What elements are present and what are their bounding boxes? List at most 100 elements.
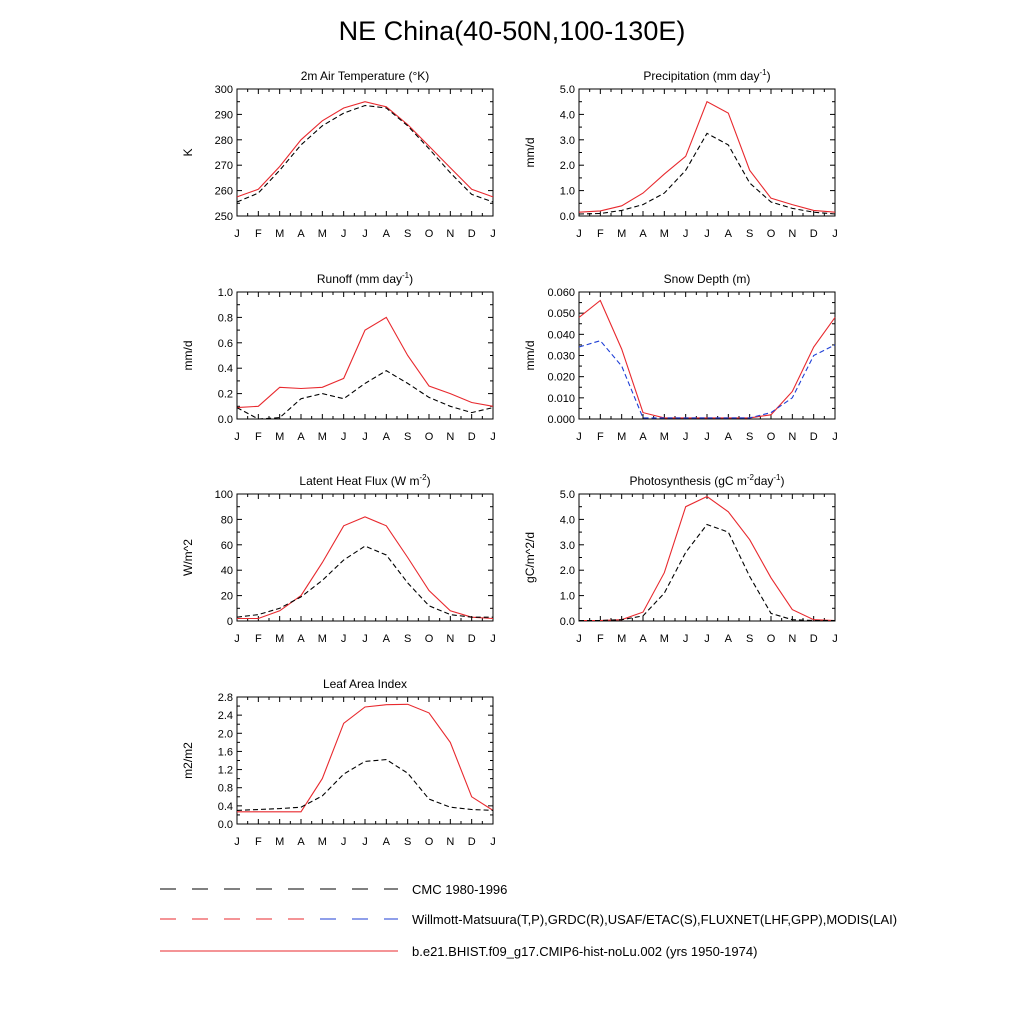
x-tick-label: M: [275, 836, 284, 848]
plot-frame: [236, 696, 494, 825]
y-tick-label: 0.0: [560, 616, 575, 628]
x-tick-label: D: [468, 228, 476, 240]
series-line-obs1: [578, 132, 836, 215]
x-tick-label: M: [617, 431, 626, 443]
x-tick-label: N: [446, 228, 454, 240]
x-tick-label: O: [767, 633, 776, 645]
y-axis-label: mm/d: [523, 138, 537, 168]
y-tick-label: 0.040: [547, 329, 575, 341]
plot-frame: [578, 88, 836, 217]
y-tick-label: 0.010: [547, 393, 575, 405]
y-tick-label: 1.0: [560, 591, 575, 603]
y-tick-label: 1.2: [218, 765, 233, 777]
chart-title: Runoff (mm day-1): [317, 271, 413, 286]
y-tick-label: 0.050: [547, 308, 575, 320]
plot-frame: [236, 88, 494, 217]
x-tick-label: J: [490, 836, 496, 848]
x-tick-label: J: [683, 633, 689, 645]
x-tick-label: J: [490, 431, 496, 443]
x-tick-label: F: [255, 633, 262, 645]
chart-panel-5: Photosynthesis (gC m-2day-1) J F M A M J J A S O N D…: [523, 473, 838, 645]
x-tick-label: S: [746, 431, 753, 443]
chart-panel-0: 2m Air Temperature (°K)J F M A M J J A S O N D J2502…: [181, 69, 496, 240]
x-tick-label: A: [297, 431, 305, 443]
x-tick-label: J: [832, 633, 838, 645]
x-tick-label: O: [425, 228, 434, 240]
series-line-model: [237, 516, 494, 620]
x-tick-label: N: [788, 633, 796, 645]
series-line-model: [237, 703, 494, 813]
x-tick-label: A: [297, 633, 305, 645]
x-tick-label: S: [404, 836, 411, 848]
page-title: NE China(40-50N,100-130E): [338, 16, 686, 46]
x-tick-label: J: [362, 228, 368, 240]
x-tick-label: J: [490, 228, 496, 240]
chart-panel-1: Precipitation (mm day-1)J F M A M J J A S O N D J0.0…: [523, 68, 838, 240]
plot-frame: [236, 493, 494, 622]
x-tick-label: M: [275, 431, 284, 443]
x-tick-label: M: [318, 836, 327, 848]
series-line-model: [236, 316, 494, 409]
y-tick-label: 0.8: [218, 783, 233, 795]
x-tick-label: M: [318, 431, 327, 443]
series-line-obs1: [236, 370, 494, 420]
x-tick-label: J: [576, 431, 582, 443]
x-tick-label: J: [683, 228, 689, 240]
chart-title: Snow Depth (m): [664, 272, 751, 286]
y-tick-label: 280: [215, 135, 233, 147]
x-tick-label: A: [297, 836, 305, 848]
x-tick-label: J: [576, 228, 582, 240]
chart-title: Photosynthesis (gC m-2day-1): [630, 473, 785, 488]
x-tick-label: A: [383, 633, 391, 645]
x-tick-label: F: [255, 431, 262, 443]
chart-title: Leaf Area Index: [323, 677, 407, 691]
series-line-model: [578, 100, 836, 213]
y-tick-label: 3.0: [560, 540, 575, 552]
y-tick-label: 60: [221, 540, 233, 552]
x-tick-label: F: [255, 228, 262, 240]
y-tick-label: 0.0: [218, 414, 233, 426]
y-tick-label: 80: [221, 514, 233, 526]
y-tick-label: 2.4: [218, 710, 233, 722]
y-tick-label: 270: [215, 160, 233, 172]
x-tick-label: J: [362, 836, 368, 848]
x-tick-label: M: [318, 228, 327, 240]
x-tick-label: D: [810, 431, 818, 443]
x-tick-label: J: [490, 633, 496, 645]
x-tick-label: A: [297, 228, 305, 240]
x-tick-label: J: [683, 431, 689, 443]
y-tick-label: 0.000: [547, 414, 575, 426]
y-tick-label: 40: [221, 565, 233, 577]
y-tick-label: 0.4: [218, 363, 233, 375]
series-line-model: [236, 101, 494, 198]
x-tick-label: J: [704, 228, 710, 240]
x-tick-label: J: [832, 431, 838, 443]
x-tick-label: N: [446, 431, 454, 443]
x-tick-label: F: [597, 431, 604, 443]
legend: CMC 1980-1996 Willmott-Matsuura(T,P),GRDC…: [160, 882, 897, 959]
x-tick-label: M: [275, 228, 284, 240]
y-tick-label: 290: [215, 109, 233, 121]
x-tick-label: J: [234, 431, 240, 443]
x-tick-label: J: [234, 228, 240, 240]
y-tick-label: 2.0: [560, 565, 575, 577]
x-tick-label: A: [639, 633, 647, 645]
y-tick-label: 100: [215, 489, 233, 501]
x-tick-label: D: [468, 431, 476, 443]
y-tick-label: 300: [215, 84, 233, 96]
x-tick-label: A: [725, 228, 733, 240]
x-tick-label: D: [810, 228, 818, 240]
x-tick-label: O: [425, 836, 434, 848]
series-line-model: [578, 299, 836, 419]
x-tick-label: J: [341, 431, 347, 443]
chart-title: Precipitation (mm day-1): [643, 68, 770, 83]
y-axis-label: W/m^2: [181, 539, 195, 576]
y-tick-label: 2.8: [218, 692, 233, 704]
x-tick-label: J: [704, 633, 710, 645]
chart-panel-3: Snow Depth (m)J F M A M J J A S O N D J0.0000.0100.0…: [523, 272, 838, 443]
x-tick-label: M: [318, 633, 327, 645]
y-axis-label: mm/d: [523, 341, 537, 371]
x-tick-label: J: [341, 836, 347, 848]
series-line-obs1: [236, 104, 494, 203]
